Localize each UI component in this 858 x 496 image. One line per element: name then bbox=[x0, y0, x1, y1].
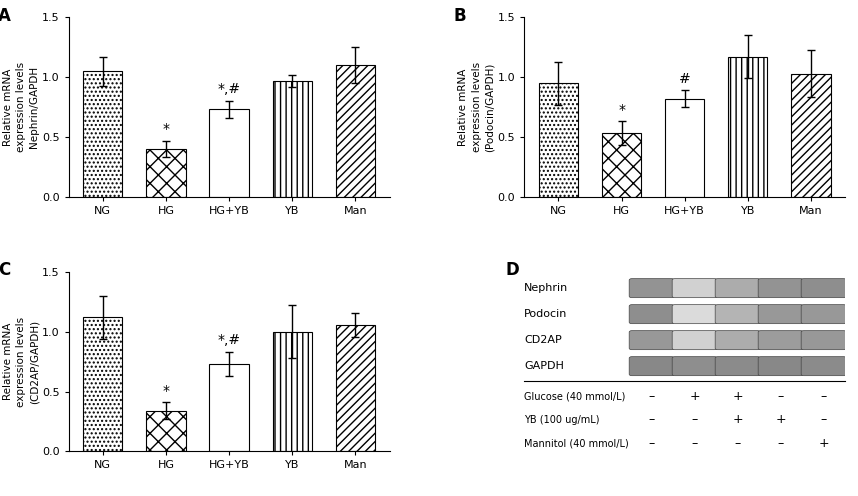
Text: –: – bbox=[649, 390, 655, 403]
FancyBboxPatch shape bbox=[801, 331, 846, 350]
Text: –: – bbox=[649, 437, 655, 450]
Bar bbox=[665, 99, 704, 197]
Text: –: – bbox=[649, 414, 655, 427]
Text: –: – bbox=[692, 437, 698, 450]
Text: *: * bbox=[618, 103, 625, 117]
Text: Nephrin: Nephrin bbox=[524, 283, 569, 293]
FancyBboxPatch shape bbox=[629, 331, 674, 350]
Bar bbox=[539, 83, 578, 197]
Bar bbox=[602, 133, 641, 197]
Text: Mannitol (40 mmol/L): Mannitol (40 mmol/L) bbox=[524, 438, 629, 448]
Text: B: B bbox=[454, 6, 466, 25]
FancyBboxPatch shape bbox=[672, 305, 717, 324]
Bar bbox=[273, 81, 311, 197]
Text: *,#: *,# bbox=[218, 82, 240, 96]
Text: +: + bbox=[819, 437, 829, 450]
FancyBboxPatch shape bbox=[801, 357, 846, 375]
Text: –: – bbox=[734, 437, 740, 450]
Text: *: * bbox=[162, 122, 169, 136]
Text: –: – bbox=[692, 414, 698, 427]
Bar bbox=[147, 411, 185, 451]
FancyBboxPatch shape bbox=[758, 279, 803, 298]
Y-axis label: Relative mRNA
expression levels
Nephrin/GAPDH: Relative mRNA expression levels Nephrin/… bbox=[3, 62, 39, 152]
Text: –: – bbox=[777, 437, 783, 450]
FancyBboxPatch shape bbox=[716, 331, 760, 350]
Text: Podocin: Podocin bbox=[524, 309, 568, 319]
FancyBboxPatch shape bbox=[629, 279, 674, 298]
Text: –: – bbox=[820, 390, 827, 403]
Bar bbox=[791, 73, 831, 197]
Y-axis label: Relative mRNA
expression levels
(CD2AP/GAPDH): Relative mRNA expression levels (CD2AP/G… bbox=[3, 316, 39, 407]
Bar bbox=[83, 317, 123, 451]
Text: *: * bbox=[162, 383, 169, 398]
FancyBboxPatch shape bbox=[801, 279, 846, 298]
Text: A: A bbox=[0, 6, 11, 25]
Bar bbox=[83, 71, 123, 197]
FancyBboxPatch shape bbox=[672, 331, 717, 350]
Text: +: + bbox=[733, 390, 743, 403]
FancyBboxPatch shape bbox=[672, 279, 717, 298]
Text: +: + bbox=[776, 414, 786, 427]
Text: #: # bbox=[679, 71, 691, 85]
FancyBboxPatch shape bbox=[672, 357, 717, 375]
Text: CD2AP: CD2AP bbox=[524, 335, 562, 345]
FancyBboxPatch shape bbox=[758, 305, 803, 324]
Text: Glucose (40 mmol/L): Glucose (40 mmol/L) bbox=[524, 392, 625, 402]
Bar bbox=[335, 65, 375, 197]
Bar bbox=[209, 364, 249, 451]
Text: *,#: *,# bbox=[218, 333, 240, 347]
Text: C: C bbox=[0, 261, 10, 279]
FancyBboxPatch shape bbox=[629, 305, 674, 324]
Text: –: – bbox=[777, 390, 783, 403]
FancyBboxPatch shape bbox=[716, 279, 760, 298]
Text: YB (100 ug/mL): YB (100 ug/mL) bbox=[524, 415, 600, 425]
FancyBboxPatch shape bbox=[716, 357, 760, 375]
Text: D: D bbox=[505, 261, 519, 279]
Y-axis label: Relative mRNA
expression levels
(Podocin/GAPDH): Relative mRNA expression levels (Podocin… bbox=[458, 62, 495, 152]
Text: +: + bbox=[733, 414, 743, 427]
Bar bbox=[335, 324, 375, 451]
Bar bbox=[728, 57, 767, 197]
Bar bbox=[147, 149, 185, 197]
Bar bbox=[209, 110, 249, 197]
FancyBboxPatch shape bbox=[629, 357, 674, 375]
Text: –: – bbox=[820, 414, 827, 427]
FancyBboxPatch shape bbox=[758, 357, 803, 375]
FancyBboxPatch shape bbox=[801, 305, 846, 324]
Text: +: + bbox=[689, 390, 700, 403]
Bar bbox=[273, 332, 311, 451]
FancyBboxPatch shape bbox=[758, 331, 803, 350]
FancyBboxPatch shape bbox=[716, 305, 760, 324]
Text: GAPDH: GAPDH bbox=[524, 361, 565, 371]
